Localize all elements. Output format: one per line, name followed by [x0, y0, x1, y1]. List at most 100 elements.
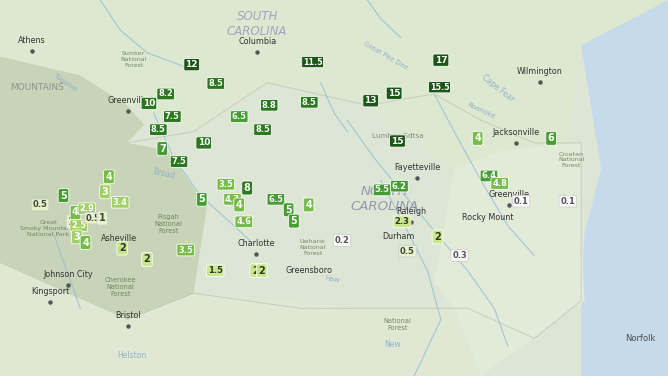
Text: 3.4: 3.4 [113, 198, 128, 207]
Text: 8.5: 8.5 [255, 125, 270, 134]
Text: 7: 7 [159, 144, 166, 153]
Text: 7.5: 7.5 [172, 157, 186, 166]
Text: 13: 13 [365, 96, 377, 105]
Text: 15: 15 [391, 136, 403, 146]
Text: Lumbee Sdtsa: Lumbee Sdtsa [372, 133, 424, 139]
Text: 3.5: 3.5 [218, 180, 233, 189]
Text: Cherokee
National
Forest: Cherokee National Forest [104, 276, 136, 297]
Polygon shape [127, 83, 454, 320]
Text: 2.3: 2.3 [395, 217, 409, 226]
Text: 6.4: 6.4 [482, 171, 496, 180]
Text: 4: 4 [474, 133, 481, 143]
Text: 2: 2 [119, 243, 126, 253]
Text: 4.7: 4.7 [225, 195, 240, 204]
Text: Wilmington: Wilmington [517, 67, 562, 76]
Text: Greenville: Greenville [488, 190, 530, 199]
Text: Johnson City: Johnson City [43, 270, 93, 279]
Text: 0.5: 0.5 [400, 247, 415, 256]
Text: 10: 10 [143, 99, 155, 108]
Text: 0.1: 0.1 [560, 197, 575, 206]
Text: Pisgah
National
Forest: Pisgah National Forest [154, 214, 182, 234]
Text: National
Forest: National Forest [383, 318, 411, 331]
Text: Greensboro: Greensboro [285, 266, 332, 275]
Text: 8.8: 8.8 [262, 101, 277, 110]
Text: 12: 12 [186, 60, 198, 69]
Text: 4.8: 4.8 [492, 179, 507, 188]
Text: 5: 5 [60, 191, 67, 200]
Text: 4: 4 [82, 238, 89, 247]
Text: Durham: Durham [382, 232, 414, 241]
Text: 5.5: 5.5 [375, 185, 389, 194]
Text: Cape Fear: Cape Fear [480, 73, 516, 104]
Text: Asheville: Asheville [101, 234, 137, 243]
Text: 0.2: 0.2 [335, 236, 349, 245]
Text: Athens: Athens [18, 36, 46, 45]
Text: 2: 2 [252, 266, 259, 276]
Text: 15: 15 [388, 89, 400, 98]
Text: 6.5: 6.5 [269, 195, 283, 204]
Text: Uwharie
National
Forest: Uwharie National Forest [299, 239, 326, 256]
Text: 2.5: 2.5 [71, 221, 86, 230]
Text: SOUTH
CAROLINA: SOUTH CAROLINA [227, 11, 287, 38]
Text: 2.9: 2.9 [79, 204, 94, 213]
Text: Kingsport: Kingsport [31, 287, 69, 296]
Text: Great
Smoky Mountains
National Park: Great Smoky Mountains National Park [20, 220, 76, 237]
Text: 2: 2 [434, 232, 441, 242]
Text: 5: 5 [285, 205, 292, 215]
Text: Broad: Broad [152, 167, 176, 180]
Text: Bristol: Bristol [116, 311, 141, 320]
Text: 4: 4 [236, 200, 242, 210]
Text: 0.1: 0.1 [514, 197, 528, 206]
Text: 5: 5 [198, 194, 205, 204]
Text: 0.3: 0.3 [452, 251, 467, 260]
Text: 1.5: 1.5 [208, 266, 222, 275]
Text: 8: 8 [244, 183, 250, 193]
Text: Fayetteville: Fayetteville [394, 163, 441, 172]
Text: Helston: Helston [118, 351, 147, 360]
Text: New: New [385, 340, 401, 349]
Text: Croatan
National
Forest: Croatan National Forest [558, 152, 584, 168]
Text: 8.2: 8.2 [158, 89, 173, 99]
Text: 11.5: 11.5 [303, 58, 323, 67]
Text: 6.5: 6.5 [232, 112, 246, 121]
Text: Roanoke: Roanoke [466, 102, 496, 120]
Text: 10: 10 [198, 138, 210, 147]
Text: 4: 4 [106, 172, 112, 182]
Text: 1: 1 [99, 213, 106, 223]
Text: 1: 1 [68, 217, 75, 227]
Text: 3: 3 [102, 187, 108, 197]
Polygon shape [0, 56, 207, 320]
Text: NORTH
CAROLINA: NORTH CAROLINA [350, 185, 418, 213]
Text: Great Pee Dee: Great Pee Dee [363, 41, 409, 71]
Text: 2: 2 [259, 266, 265, 276]
Text: 4: 4 [305, 200, 312, 210]
Text: Tugaloo: Tugaloo [52, 72, 77, 92]
Text: 15.5: 15.5 [430, 83, 450, 92]
Text: Rocky Mount: Rocky Mount [462, 213, 513, 222]
Text: Jacksonville: Jacksonville [492, 128, 539, 137]
Text: Sumter
National
Forest: Sumter National Forest [120, 51, 147, 68]
Text: 6.2: 6.2 [392, 182, 407, 191]
Text: Haw: Haw [324, 275, 340, 283]
Text: 8.5: 8.5 [302, 98, 317, 107]
Text: 2: 2 [144, 255, 150, 264]
Text: 7.5: 7.5 [165, 112, 180, 121]
Text: 0.5: 0.5 [86, 214, 101, 223]
Text: MOUNTAINS: MOUNTAINS [10, 83, 63, 92]
Text: 8.5: 8.5 [208, 79, 223, 88]
Polygon shape [581, 0, 668, 376]
Polygon shape [0, 0, 668, 169]
Text: 6: 6 [548, 133, 554, 143]
Text: Raleigh: Raleigh [396, 207, 426, 216]
Text: Charlotte: Charlotte [237, 239, 275, 248]
Text: 5: 5 [291, 216, 297, 226]
Text: 3: 3 [73, 232, 80, 242]
Text: Greenville: Greenville [108, 96, 149, 105]
Text: 17: 17 [435, 56, 447, 65]
Text: Norfolk: Norfolk [625, 334, 655, 343]
Text: Columbia: Columbia [238, 37, 277, 46]
Polygon shape [434, 143, 584, 376]
Text: 0.5: 0.5 [33, 200, 47, 209]
Polygon shape [0, 263, 481, 376]
Text: 8.5: 8.5 [151, 125, 166, 134]
